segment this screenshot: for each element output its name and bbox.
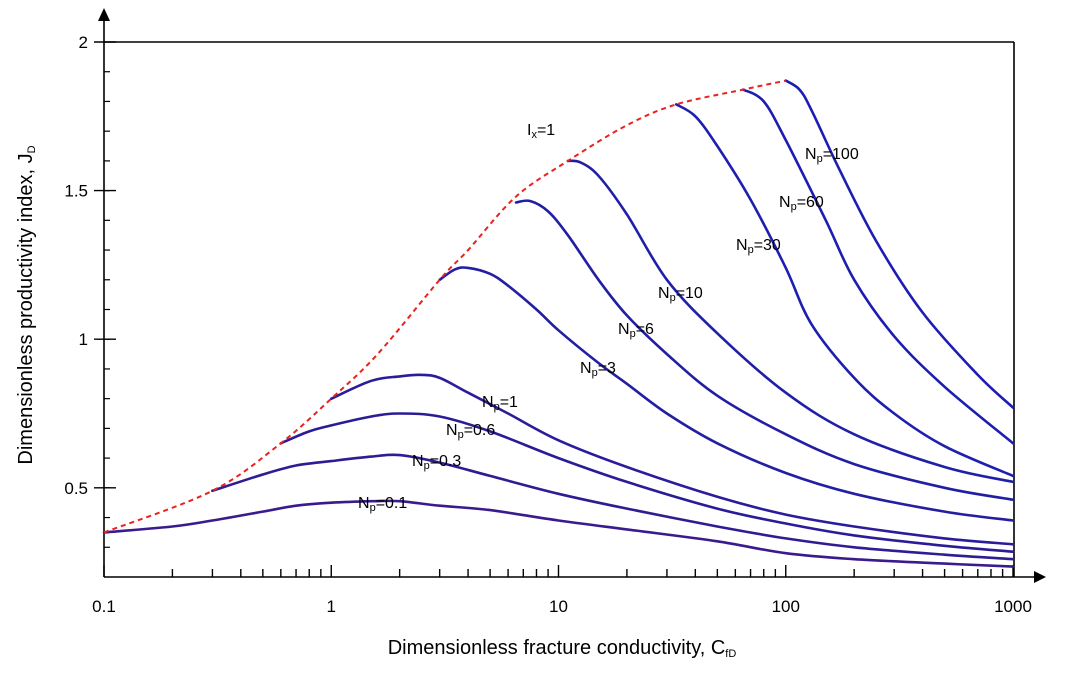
series-label: Np=10 — [658, 285, 703, 304]
series-line-np-60 — [741, 88, 1015, 445]
x-tick-label: 0.1 — [92, 597, 116, 616]
y-axis-arrow — [98, 8, 110, 21]
y-tick-label: 1.5 — [64, 182, 88, 201]
series-line-np-6 — [514, 199, 1015, 501]
series-line-np-3 — [438, 266, 1015, 522]
series-label: Np=6 — [618, 321, 654, 340]
series-labels: Np=0.1 Np=0.3 Np=0.6 Np=1 Np=3 Np=6Np=10 Np=30… — [358, 122, 859, 514]
envelope-label: Ix=1 — [527, 122, 555, 141]
series-line-np-0-3 — [211, 453, 1015, 561]
series-label: Np=60 — [779, 194, 824, 213]
series-line-np-1 — [330, 373, 1015, 546]
series-line-np-10 — [566, 159, 1015, 484]
y-axis-ticks: 0.5 1 1.5 2 — [64, 33, 116, 548]
envelope-line-ix-1 — [103, 79, 787, 534]
x-tick-label: 100 — [772, 597, 800, 616]
x-axis-title: Dimensionless fracture conductivity, CfD — [388, 637, 737, 660]
series-label: Np=100 — [805, 146, 859, 165]
x-axis-arrow — [1034, 571, 1046, 583]
x-tick-label: 1000 — [994, 597, 1032, 616]
y-axis-title: Dimensionless productivity index, JD — [15, 145, 38, 464]
series-line-np-30 — [675, 103, 1015, 478]
x-tick-label: 10 — [549, 597, 568, 616]
series-curves — [102, 79, 1015, 568]
x-tick-label: 1 — [327, 597, 336, 616]
series-label: Np=0.6 — [446, 422, 495, 441]
series-label: Np=0.3 — [412, 453, 461, 472]
series-label: Np=0.1 — [358, 495, 407, 514]
y-tick-label: 1 — [79, 330, 88, 349]
x-axis-ticks: 0.1 1 10 100 1000 — [92, 565, 1032, 616]
series-line-np-0-1 — [102, 499, 1015, 568]
series-label: Np=30 — [736, 237, 781, 256]
y-tick-label: 2 — [79, 33, 88, 52]
series-line-np-0-6 — [279, 412, 1015, 553]
series-line-np-100 — [784, 79, 1015, 409]
plot-frame — [98, 8, 1046, 583]
series-label: Np=1 — [482, 394, 518, 413]
y-tick-label: 0.5 — [64, 479, 88, 498]
series-label: Np=3 — [580, 360, 616, 379]
